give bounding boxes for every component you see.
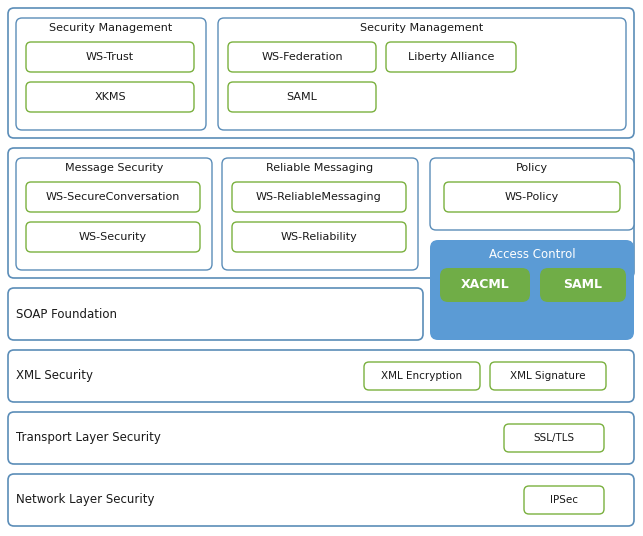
Text: IPSec: IPSec: [550, 495, 578, 505]
FancyBboxPatch shape: [222, 158, 418, 270]
FancyBboxPatch shape: [8, 288, 423, 340]
Text: WS-SecureConversation: WS-SecureConversation: [46, 192, 180, 202]
Text: Security Management: Security Management: [50, 23, 172, 33]
Text: XML Security: XML Security: [16, 369, 93, 383]
Text: SAML: SAML: [563, 279, 602, 292]
Text: WS-Policy: WS-Policy: [505, 192, 559, 202]
FancyBboxPatch shape: [16, 18, 206, 130]
FancyBboxPatch shape: [8, 474, 634, 526]
FancyBboxPatch shape: [228, 82, 376, 112]
Text: XKMS: XKMS: [94, 92, 126, 102]
Text: Message Security: Message Security: [65, 163, 163, 173]
FancyBboxPatch shape: [430, 240, 634, 340]
Text: Policy: Policy: [516, 163, 548, 173]
FancyBboxPatch shape: [232, 182, 406, 212]
FancyBboxPatch shape: [26, 222, 200, 252]
Text: Access Control: Access Control: [489, 249, 575, 262]
FancyBboxPatch shape: [490, 362, 606, 390]
FancyBboxPatch shape: [444, 182, 620, 212]
FancyBboxPatch shape: [8, 412, 634, 464]
Text: WS-Reliability: WS-Reliability: [280, 232, 358, 242]
FancyBboxPatch shape: [430, 158, 634, 230]
Text: Reliable Messaging: Reliable Messaging: [266, 163, 374, 173]
FancyBboxPatch shape: [232, 222, 406, 252]
Text: XACML: XACML: [460, 279, 509, 292]
Text: Network Layer Security: Network Layer Security: [16, 494, 154, 507]
FancyBboxPatch shape: [8, 350, 634, 402]
FancyBboxPatch shape: [16, 158, 212, 270]
FancyBboxPatch shape: [26, 182, 200, 212]
FancyBboxPatch shape: [364, 362, 480, 390]
FancyBboxPatch shape: [440, 268, 530, 302]
Text: Transport Layer Security: Transport Layer Security: [16, 431, 161, 444]
FancyBboxPatch shape: [8, 148, 634, 278]
FancyBboxPatch shape: [540, 268, 626, 302]
Text: SSL/TLS: SSL/TLS: [534, 433, 575, 443]
Text: Security Management: Security Management: [360, 23, 484, 33]
Text: WS-Security: WS-Security: [79, 232, 147, 242]
Text: SOAP Foundation: SOAP Foundation: [16, 308, 117, 321]
FancyBboxPatch shape: [504, 424, 604, 452]
FancyBboxPatch shape: [8, 8, 634, 138]
Text: WS-ReliableMessaging: WS-ReliableMessaging: [256, 192, 382, 202]
Text: XML Encryption: XML Encryption: [381, 371, 462, 381]
FancyBboxPatch shape: [218, 18, 626, 130]
Text: XML Signature: XML Signature: [511, 371, 586, 381]
Text: WS-Trust: WS-Trust: [86, 52, 134, 62]
FancyBboxPatch shape: [26, 42, 194, 72]
Text: SAML: SAML: [287, 92, 318, 102]
FancyBboxPatch shape: [386, 42, 516, 72]
Text: WS-Federation: WS-Federation: [261, 52, 343, 62]
FancyBboxPatch shape: [524, 486, 604, 514]
FancyBboxPatch shape: [26, 82, 194, 112]
FancyBboxPatch shape: [228, 42, 376, 72]
Text: Liberty Alliance: Liberty Alliance: [408, 52, 494, 62]
